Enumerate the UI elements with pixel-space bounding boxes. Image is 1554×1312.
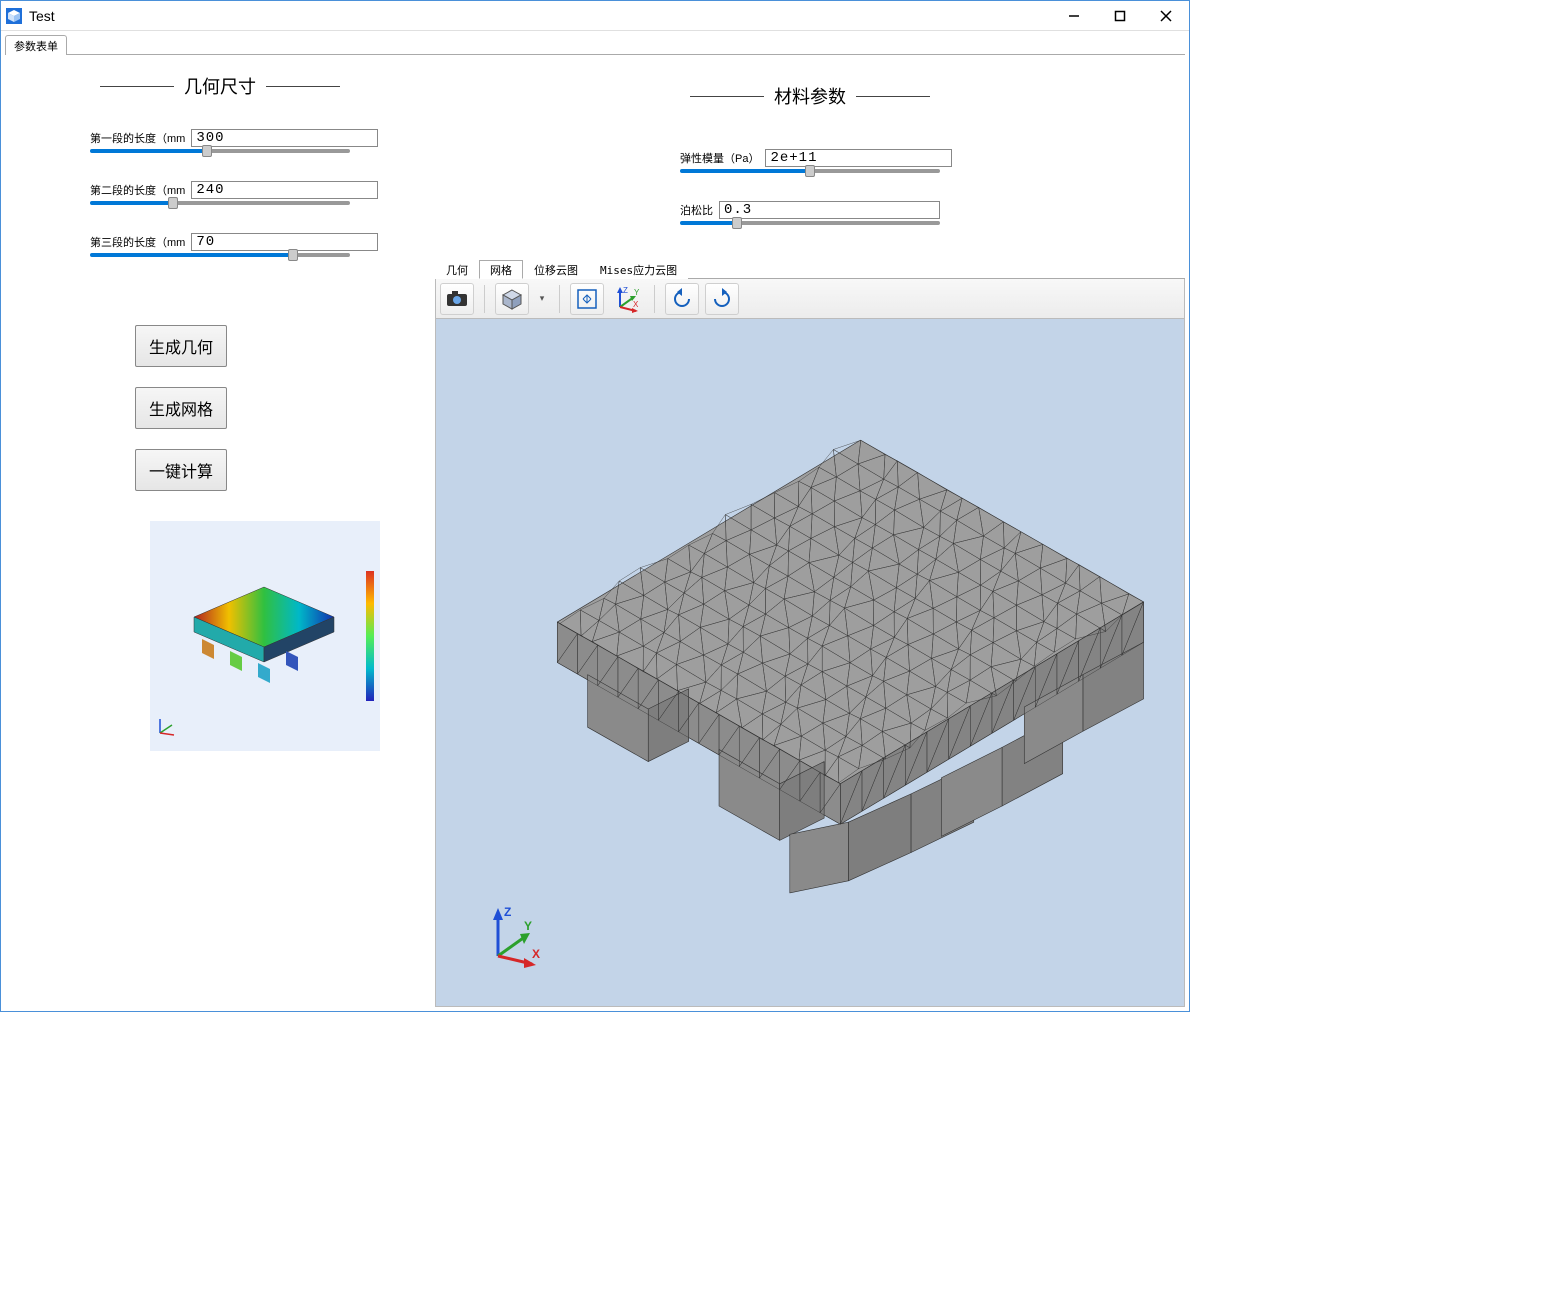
- preview-model-icon: [184, 577, 344, 687]
- view-mode-button[interactable]: [495, 283, 529, 315]
- param-length3-input[interactable]: [191, 233, 378, 251]
- left-panel: 几何尺寸 第一段的长度（mm 第二段的长度（mm: [5, 63, 435, 1007]
- material-heading-label: 材料参数: [764, 83, 856, 109]
- viewer-canvas[interactable]: Z Y X: [435, 319, 1185, 1007]
- fit-icon: [576, 288, 598, 310]
- param-length2-label: 第二段的长度（mm: [90, 182, 185, 198]
- svg-text:Z: Z: [623, 286, 628, 295]
- material-heading: 材料参数: [690, 83, 930, 109]
- viewer-tab-mesh[interactable]: 网格: [479, 260, 523, 279]
- svg-text:X: X: [532, 947, 540, 961]
- actions: 生成几何 生成网格 一键计算: [5, 325, 435, 491]
- viewer-tabstrip: 几何 网格 位移云图 Mises应力云图: [435, 259, 1185, 279]
- rotate-cw-icon: [711, 288, 733, 310]
- param-length3: 第三段的长度（mm: [90, 233, 350, 257]
- compute-button[interactable]: 一键计算: [135, 449, 227, 491]
- close-button[interactable]: [1143, 1, 1189, 31]
- param-length3-slider[interactable]: [90, 253, 350, 257]
- screenshot-button[interactable]: [440, 283, 474, 315]
- app-window: Test 参数表单 几何尺寸: [0, 0, 1190, 1012]
- param-youngs-input[interactable]: [765, 149, 952, 167]
- content: 几何尺寸 第一段的长度（mm 第二段的长度（mm: [5, 55, 1185, 1007]
- param-length2: 第二段的长度（mm: [90, 181, 350, 205]
- cube-icon: [501, 288, 523, 310]
- generate-mesh-button[interactable]: 生成网格: [135, 387, 227, 429]
- param-length1-label: 第一段的长度（mm: [90, 130, 185, 146]
- material-section: 材料参数 弹性模量（Pa） 泊松比: [435, 63, 1185, 253]
- rotate-ccw-icon: [671, 288, 693, 310]
- viewer-toolbar: ▾ Z: [435, 279, 1185, 319]
- viewer-tab-mises[interactable]: Mises应力云图: [589, 260, 688, 279]
- param-length2-input[interactable]: [191, 181, 378, 199]
- generate-geometry-button[interactable]: 生成几何: [135, 325, 227, 367]
- result-preview: [150, 521, 380, 751]
- preview-legend: [366, 571, 374, 701]
- param-length3-label: 第三段的长度（mm: [90, 234, 185, 250]
- svg-text:Z: Z: [504, 905, 511, 919]
- axis-icon: Z Y X: [612, 285, 642, 313]
- param-length1: 第一段的长度（mm: [90, 129, 350, 153]
- param-youngs-label: 弹性模量（Pa）: [680, 150, 759, 166]
- param-poisson-input[interactable]: [719, 201, 940, 219]
- app-icon: [5, 7, 23, 25]
- window-controls: [1051, 1, 1189, 31]
- fit-view-button[interactable]: [570, 283, 604, 315]
- rotate-cw-button[interactable]: [705, 283, 739, 315]
- minimize-button[interactable]: [1051, 1, 1097, 31]
- window-title: Test: [29, 8, 55, 24]
- axis-indicator-button[interactable]: Z Y X: [610, 283, 644, 315]
- viewer-tab-disp[interactable]: 位移云图: [523, 260, 589, 279]
- tab-params[interactable]: 参数表单: [5, 35, 67, 55]
- preview-axis-icon: [156, 715, 178, 737]
- geometry-heading-label: 几何尺寸: [174, 73, 266, 99]
- param-length1-slider[interactable]: [90, 149, 350, 153]
- param-length1-input[interactable]: [191, 129, 378, 147]
- geometry-heading: 几何尺寸: [100, 73, 340, 99]
- param-poisson-slider[interactable]: [680, 221, 940, 225]
- canvas-axis-gizmo: Z Y X: [480, 900, 550, 970]
- client-area: 参数表单 几何尺寸 第一段的长度（mm: [1, 31, 1189, 1011]
- param-youngs-slider[interactable]: [680, 169, 940, 173]
- param-poisson: 泊松比: [680, 201, 940, 225]
- param-length2-slider[interactable]: [90, 201, 350, 205]
- main-tabstrip: 参数表单: [5, 35, 1185, 55]
- rotate-ccw-button[interactable]: [665, 283, 699, 315]
- param-youngs: 弹性模量（Pa）: [680, 149, 940, 173]
- param-poisson-label: 泊松比: [680, 202, 713, 218]
- maximize-button[interactable]: [1097, 1, 1143, 31]
- view-mode-dropdown[interactable]: ▾: [535, 283, 549, 315]
- svg-text:X: X: [633, 300, 639, 309]
- viewer-tab-geom[interactable]: 几何: [435, 260, 479, 279]
- svg-text:Y: Y: [524, 919, 532, 933]
- svg-text:Y: Y: [634, 288, 640, 297]
- right-panel: 材料参数 弹性模量（Pa） 泊松比: [435, 63, 1185, 1007]
- titlebar: Test: [1, 1, 1189, 31]
- camera-icon: [446, 290, 468, 308]
